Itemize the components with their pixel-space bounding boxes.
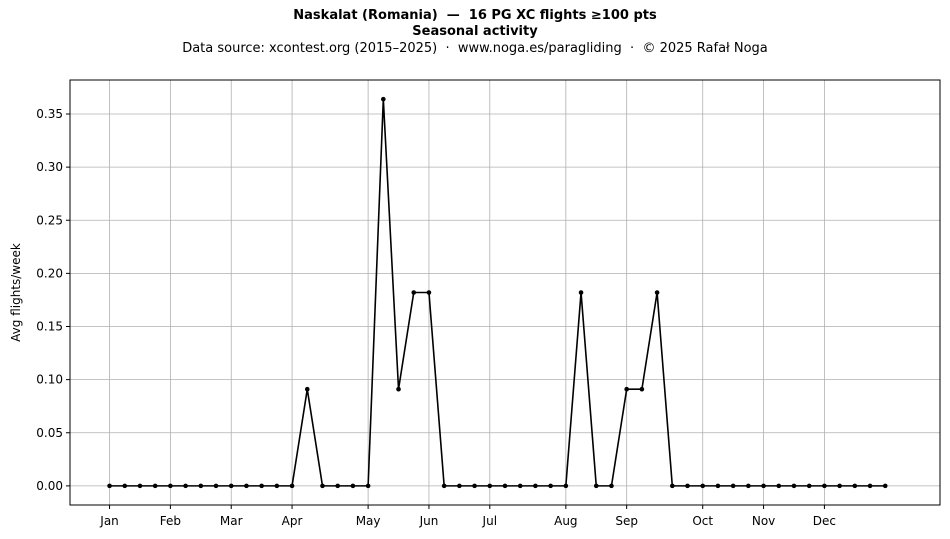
data-point: [867, 483, 873, 489]
data-point: [274, 483, 280, 489]
tick-layer: 0.00 0.05 0.10 0.15 0.20 0.25 0.30 0.35 Jan Feb Ma…: [36, 107, 836, 528]
data-point: [411, 290, 417, 295]
data-point: [517, 483, 523, 489]
data-point: [715, 483, 721, 489]
data-point: [852, 483, 858, 489]
x-tick-label-jan: Jan: [99, 514, 119, 528]
y-tick-label: 0.30: [36, 160, 63, 174]
chart-subtitle: Seasonal activity: [412, 24, 538, 39]
data-point: [198, 483, 204, 489]
data-point: [381, 96, 386, 102]
y-tick-label: 0.20: [36, 266, 63, 280]
data-point: [533, 483, 538, 489]
data-point: [776, 483, 782, 489]
data-point: [609, 483, 614, 489]
data-point: [654, 290, 660, 295]
data-point: [168, 483, 173, 489]
data-point: [289, 483, 295, 489]
x-tick-label-may: May: [356, 514, 381, 528]
data-point: [350, 483, 356, 489]
data-point: [578, 290, 584, 295]
data-point: [548, 483, 553, 489]
data-source-note: Data source: xcontest.org (2015–2025) · …: [182, 41, 768, 56]
data-point: [304, 386, 310, 392]
x-tick-label-aug: Aug: [554, 514, 577, 528]
data-point: [244, 483, 249, 489]
y-tick-label: 0.05: [36, 426, 63, 440]
y-axis-label: Avg flights/week: [9, 243, 23, 342]
x-tick-label-oct: Oct: [692, 514, 713, 528]
x-tick-label-jul: Jul: [482, 514, 497, 528]
data-point: [670, 483, 675, 489]
data-point: [746, 483, 751, 489]
y-tick-label: 0.10: [36, 373, 63, 387]
y-tick-label: 0.35: [36, 107, 63, 121]
data-point: [213, 483, 219, 489]
data-point: [426, 290, 432, 295]
series-layer: [107, 96, 888, 489]
data-point: [320, 483, 325, 489]
data-point: [791, 483, 797, 489]
data-point: [882, 483, 888, 489]
x-tick-label-apr: Apr: [282, 514, 303, 528]
x-tick-label-jun: Jun: [419, 514, 439, 528]
data-point: [137, 483, 143, 489]
data-point: [761, 483, 766, 489]
data-point: [335, 483, 340, 489]
x-tick-label-feb: Feb: [160, 514, 181, 528]
data-point: [563, 483, 569, 489]
data-point: [365, 483, 371, 489]
x-tick-label-sep: Sep: [615, 514, 638, 528]
y-tick-label: 0.25: [36, 213, 63, 227]
data-point: [107, 483, 112, 489]
series-line: [109, 98, 886, 487]
data-point: [228, 483, 234, 489]
data-point: [730, 483, 736, 489]
x-tick-label-mar: Mar: [220, 514, 243, 528]
data-point: [441, 483, 447, 489]
chart-title: Naskalat (Romania) — 16 PG XC flights ≥1…: [293, 8, 657, 23]
data-point: [152, 483, 158, 489]
chart-title-block: Naskalat (Romania) — 16 PG XC flights ≥1…: [0, 8, 950, 58]
data-point: [396, 386, 401, 392]
data-point: [122, 483, 128, 489]
data-point: [700, 483, 706, 489]
data-point: [472, 483, 477, 489]
data-point: [457, 483, 462, 489]
data-point: [639, 386, 645, 392]
plot-frame: [69, 79, 941, 506]
data-point: [487, 483, 493, 489]
data-point: [502, 483, 508, 489]
data-point: [183, 483, 188, 489]
x-tick-label-dec: Dec: [813, 514, 836, 528]
data-point: [806, 483, 812, 489]
grid-layer: [70, 80, 940, 505]
x-tick-label-nov: Nov: [752, 514, 775, 528]
data-point: [822, 483, 827, 489]
data-point: [685, 483, 690, 489]
y-tick-label: 0.00: [36, 479, 63, 493]
data-point: [593, 483, 599, 489]
y-tick-label: 0.15: [36, 320, 63, 334]
data-point: [624, 386, 629, 392]
data-point: [259, 483, 264, 489]
data-point: [837, 483, 842, 489]
